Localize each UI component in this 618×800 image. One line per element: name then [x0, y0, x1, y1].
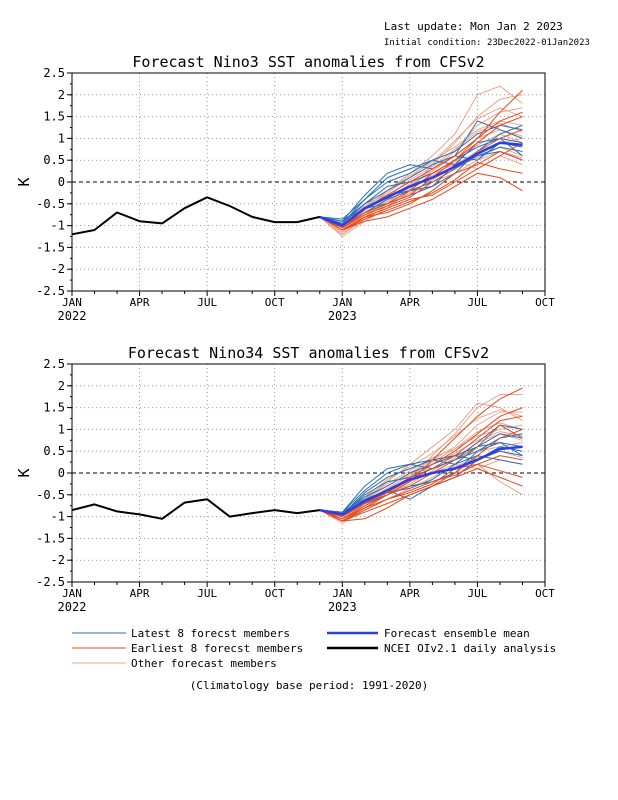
y-tick-label: 1.5	[43, 401, 65, 415]
y-tick-label: -1.5	[36, 240, 65, 254]
ensemble-mean-line	[319, 445, 523, 516]
y-tick-label: -2	[51, 262, 65, 276]
latest-member-line	[319, 455, 523, 515]
chart-title: Forecast Nino3 SST anomalies from CFSv2	[132, 53, 484, 71]
y-tick-label: -0.5	[36, 488, 65, 502]
x-tick-label: APR	[400, 296, 420, 309]
x-year-label: 2022	[58, 309, 87, 323]
y-tick-label: -1.5	[36, 531, 65, 545]
other-member-line	[319, 120, 523, 224]
earliest-member-line	[319, 90, 523, 229]
ensemble-mean-line	[319, 141, 523, 227]
y-tick-label: 0.5	[43, 153, 65, 167]
earliest-member-line	[319, 468, 523, 522]
y-axis-label: K	[15, 177, 33, 186]
chart-title: Forecast Nino34 SST anomalies from CFSv2	[128, 344, 489, 362]
x-tick-label: APR	[130, 296, 150, 309]
earliest-member-line	[319, 415, 523, 518]
x-year-label: 2022	[58, 600, 87, 614]
x-tick-label: APR	[400, 587, 420, 600]
y-tick-label: 1	[58, 131, 65, 145]
earliest-member-line	[319, 463, 523, 522]
y-tick-label: -1	[51, 510, 65, 524]
legend-label-other: Other forecast members	[131, 657, 277, 670]
y-tick-label: 2.5	[43, 66, 65, 80]
earliest-member-line	[319, 455, 523, 522]
other-member-line	[319, 394, 523, 522]
x-tick-label: JAN	[62, 587, 82, 600]
other-member-line	[319, 85, 523, 231]
x-tick-label: OCT	[265, 587, 285, 600]
y-tick-label: 2	[58, 88, 65, 102]
y-tick-label: 2	[58, 379, 65, 393]
y-tick-label: 0	[58, 175, 65, 189]
x-tick-label: APR	[130, 587, 150, 600]
latest-member-line	[319, 424, 523, 513]
legend-label-earliest: Earliest 8 forecst members	[131, 642, 303, 655]
x-tick-label: JUL	[467, 587, 487, 600]
earliest-member-line	[319, 161, 523, 231]
y-tick-label: 1	[58, 422, 65, 436]
y-tick-label: -2	[51, 553, 65, 567]
latest-member-line	[319, 442, 523, 513]
earliest-member-line	[319, 172, 523, 231]
x-tick-label: JAN	[332, 296, 352, 309]
latest-member-line	[319, 124, 523, 220]
initial-condition-text: Initial condition: 23Dec2022-01Jan2023	[384, 38, 590, 48]
last-update-text: Last update: Mon Jan 2 2023	[384, 20, 563, 33]
x-year-label: 2023	[328, 600, 357, 614]
earliest-member-line	[319, 424, 523, 520]
legend-label-analysis: NCEI OIv2.1 daily analysis	[384, 642, 556, 655]
y-tick-label: -2.5	[36, 575, 65, 589]
y-tick-label: -0.5	[36, 197, 65, 211]
nino3-chart: Forecast Nino3 SST anomalies from CFSv2 K…	[15, 53, 555, 323]
climatology-note: (Climatology base period: 1991-2020)	[190, 679, 428, 692]
y-tick-label: -1	[51, 219, 65, 233]
legend-label-mean: Forecast ensemble mean	[384, 627, 530, 640]
latest-member-line	[319, 137, 523, 222]
analysis-line	[71, 196, 321, 236]
y-tick-label: 0	[58, 466, 65, 480]
x-year-label: 2023	[328, 309, 357, 323]
analysis-line	[71, 498, 320, 520]
latest-member-line	[319, 142, 523, 222]
y-axis-label: K	[15, 468, 33, 477]
x-tick-label: OCT	[535, 296, 555, 309]
x-tick-label: JAN	[62, 296, 82, 309]
x-tick-label: JUL	[467, 296, 487, 309]
x-tick-label: OCT	[265, 296, 285, 309]
nino34-chart: Forecast Nino34 SST anomalies from CFSv2…	[15, 344, 555, 614]
y-tick-label: 2.5	[43, 357, 65, 371]
x-tick-label: JUL	[197, 587, 217, 600]
earliest-member-line	[319, 129, 523, 229]
y-tick-label: 1.5	[43, 110, 65, 124]
legend: Latest 8 forecst members Earliest 8 fore…	[72, 627, 556, 670]
y-tick-label: -2.5	[36, 284, 65, 298]
x-tick-label: JUL	[197, 296, 217, 309]
y-tick-label: 0.5	[43, 444, 65, 458]
latest-member-line	[319, 433, 523, 513]
legend-label-latest: Latest 8 forecst members	[131, 627, 290, 640]
x-tick-label: OCT	[535, 587, 555, 600]
latest-member-line	[319, 151, 523, 224]
x-tick-label: JAN	[332, 587, 352, 600]
